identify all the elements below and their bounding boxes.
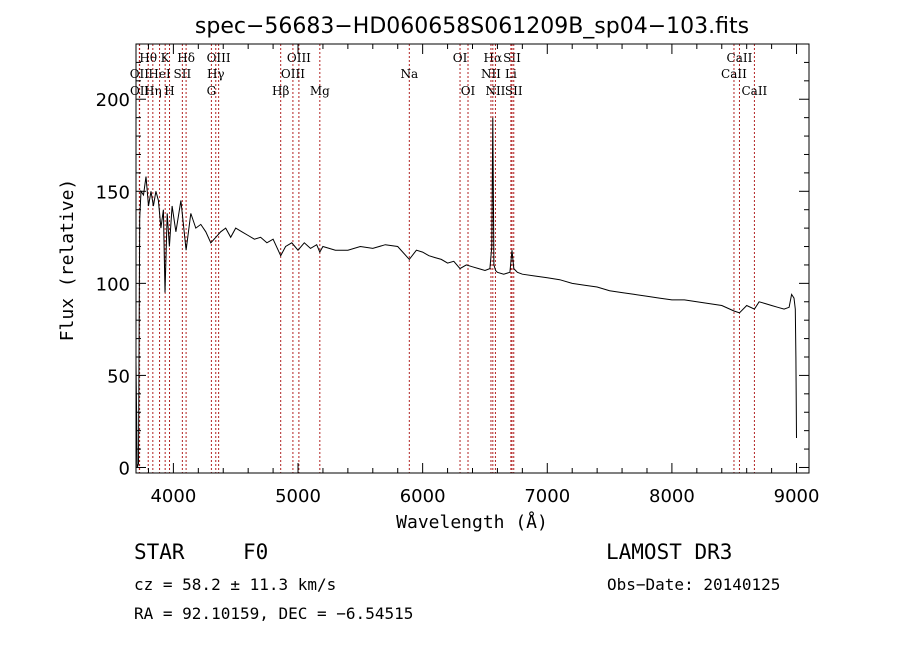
chart-title: spec−56683−HD060658S061209B_sp04−103.fit… — [195, 14, 749, 39]
y-tick-label: 0 — [119, 458, 130, 479]
plot-frame — [135, 43, 810, 474]
y-tick-label: 50 — [107, 366, 130, 387]
line-marker-label: Hγ — [207, 67, 225, 81]
y-tick-label: 200 — [96, 90, 130, 111]
object-subclass: F0 — [243, 540, 269, 564]
line-marker-label: Mg — [310, 84, 330, 98]
line-marker-label: CaII — [741, 84, 767, 98]
survey-name: LAMOST DR3 — [606, 540, 733, 564]
line-marker-label: SII — [505, 84, 523, 98]
x-tick-label: 9000 — [774, 486, 820, 507]
line-marker-label: OI — [461, 84, 476, 98]
spectrum-line — [135, 117, 797, 468]
line-marker-label: SII — [503, 51, 521, 65]
line-marker-label: Hθ — [139, 51, 157, 65]
line-marker-label: Hδ — [177, 51, 195, 65]
line-marker-label: Hα — [484, 51, 503, 65]
y-axis-label: Flux (relative) — [57, 179, 78, 342]
x-axis: 4000 5000 6000 7000 8000 9000 — [147, 44, 820, 507]
x-tick-label: 4000 — [150, 486, 196, 507]
y-tick-label: 150 — [96, 182, 130, 203]
y-tick-label: 100 — [96, 274, 130, 295]
line-marker-label: Li — [505, 67, 517, 81]
line-marker-label: HeI — [148, 67, 171, 81]
line-marker-label: G — [207, 84, 217, 98]
line-marker-label: NII — [481, 67, 501, 81]
line-marker-label: OIII — [281, 67, 305, 81]
redshift-cz: cz = 58.2 ± 11.3 km/s — [134, 575, 337, 594]
x-tick-label: 6000 — [400, 486, 446, 507]
ra-dec-coordinates: RA = 92.10159, DEC = −6.54515 — [134, 604, 414, 623]
line-marker-label: Hβ — [272, 84, 289, 98]
x-tick-label: 7000 — [524, 486, 570, 507]
line-marker-label: NII — [485, 84, 505, 98]
line-marker-label: SII — [174, 67, 192, 81]
object-type: STAR — [134, 540, 185, 564]
line-marker-label: OI — [453, 51, 468, 65]
line-marker-label: K — [161, 51, 171, 65]
line-marker-label: H — [164, 84, 174, 98]
y-axis: 0 50 100 150 200 — [96, 61, 809, 479]
x-axis-label: Wavelength (Å) — [396, 511, 548, 533]
line-marker-label: Na — [400, 67, 418, 81]
line-marker-label: OII — [130, 84, 150, 98]
line-marker-label: Hη — [144, 84, 162, 98]
line-marker-label: CaII — [721, 67, 747, 81]
observation-date: Obs−Date: 20140125 — [607, 575, 781, 594]
line-marker-label: OIII — [287, 51, 311, 65]
x-tick-label: 5000 — [275, 486, 321, 507]
line-marker-label: CaII — [727, 51, 753, 65]
line-marker-label: OIII — [207, 51, 231, 65]
x-tick-label: 8000 — [649, 486, 695, 507]
